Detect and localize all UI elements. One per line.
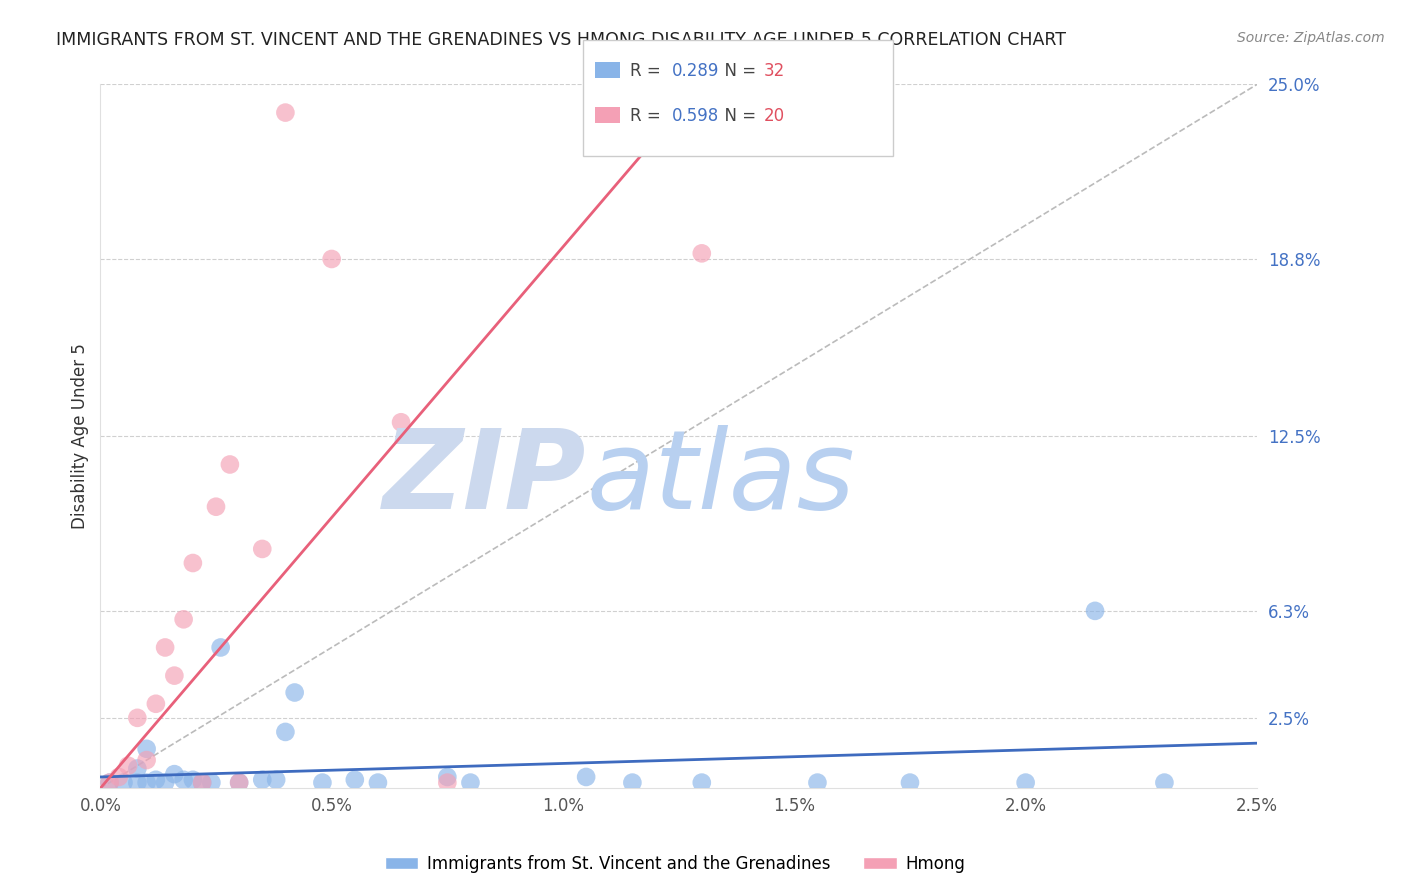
Point	[321, 252, 343, 266]
Point	[343, 772, 366, 787]
Point	[112, 775, 135, 789]
Text: ZIP: ZIP	[382, 425, 586, 532]
Point	[135, 753, 157, 767]
Point	[274, 725, 297, 739]
Point	[575, 770, 598, 784]
Text: 0.598: 0.598	[672, 107, 720, 125]
Point	[98, 775, 121, 789]
Point	[252, 772, 274, 787]
Point	[173, 772, 195, 787]
Point	[460, 775, 482, 789]
Point	[127, 762, 149, 776]
Point	[389, 415, 412, 429]
Text: N =: N =	[714, 107, 762, 125]
Point	[181, 556, 204, 570]
Point	[135, 741, 157, 756]
Point	[163, 767, 186, 781]
Point	[436, 770, 458, 784]
Text: N =: N =	[714, 62, 762, 80]
Text: 20: 20	[763, 107, 785, 125]
Point	[127, 711, 149, 725]
Point	[284, 685, 307, 699]
Point	[252, 541, 274, 556]
Point	[228, 775, 250, 789]
Point	[1014, 775, 1036, 789]
Point	[205, 500, 228, 514]
Point	[153, 640, 176, 655]
Point	[145, 772, 167, 787]
Point	[690, 775, 713, 789]
Point	[200, 775, 222, 789]
Y-axis label: Disability Age Under 5: Disability Age Under 5	[72, 343, 89, 529]
Text: atlas: atlas	[586, 425, 855, 532]
Point	[806, 775, 828, 789]
Point	[191, 775, 214, 789]
Point	[274, 105, 297, 120]
Point	[153, 775, 176, 789]
Text: Source: ZipAtlas.com: Source: ZipAtlas.com	[1237, 31, 1385, 45]
Point	[1084, 604, 1107, 618]
Point	[367, 775, 389, 789]
Point	[173, 612, 195, 626]
Point	[98, 775, 121, 789]
Point	[219, 458, 242, 472]
Text: IMMIGRANTS FROM ST. VINCENT AND THE GRENADINES VS HMONG DISABILITY AGE UNDER 5 C: IMMIGRANTS FROM ST. VINCENT AND THE GREN…	[56, 31, 1066, 49]
Text: R =: R =	[630, 107, 666, 125]
Point	[191, 775, 214, 789]
Point	[108, 770, 131, 784]
Point	[117, 758, 139, 772]
Point	[311, 775, 333, 789]
Text: 32: 32	[763, 62, 785, 80]
Text: 0.289: 0.289	[672, 62, 720, 80]
Point	[163, 668, 186, 682]
Point	[135, 775, 157, 789]
Point	[145, 697, 167, 711]
Point	[209, 640, 232, 655]
Point	[181, 772, 204, 787]
Legend: Immigrants from St. Vincent and the Grenadines, Hmong: Immigrants from St. Vincent and the Gren…	[378, 848, 972, 880]
Point	[436, 775, 458, 789]
Point	[690, 246, 713, 260]
Point	[1153, 775, 1175, 789]
Point	[127, 775, 149, 789]
Point	[898, 775, 921, 789]
Point	[228, 775, 250, 789]
Text: R =: R =	[630, 62, 666, 80]
Point	[264, 772, 287, 787]
Point	[621, 775, 644, 789]
